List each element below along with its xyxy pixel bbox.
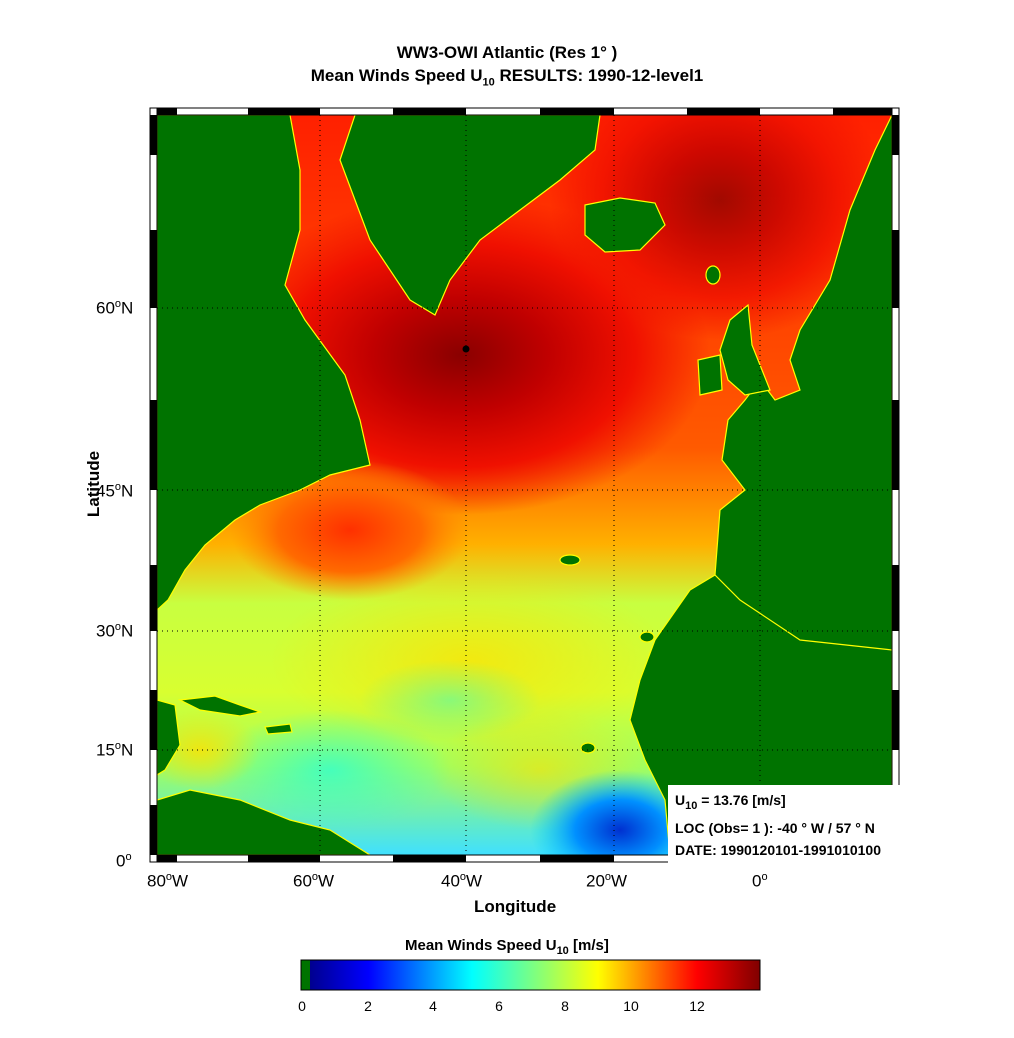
- subtitle-subscript: 10: [482, 76, 495, 89]
- value-readout: U10 = 13.76 [m/s]: [675, 792, 786, 812]
- greenland: [339, 115, 601, 316]
- colorbar-label: Mean Winds Speed U10 [m/s]: [405, 937, 609, 957]
- iceland: [584, 197, 666, 253]
- lat-tick-60: 60oN: [96, 298, 134, 318]
- colorbar-tick: 0: [298, 998, 306, 1014]
- colorbar-tick: 10: [623, 998, 639, 1014]
- cape-verde: [580, 742, 596, 754]
- subtitle-suffix: RESULTS: 1990-12-level1: [494, 66, 704, 85]
- south-america: [157, 789, 372, 855]
- colorbar-tick: 8: [561, 998, 569, 1014]
- subtitle-prefix: Mean Winds Speed U: [310, 66, 483, 85]
- north-america: [157, 115, 371, 611]
- map-subtitle: Mean Winds Speed U10 RESULTS: 1990-12-le…: [0, 66, 1014, 88]
- central-america: [157, 699, 181, 776]
- lon-tick-20w: 20oW: [586, 871, 628, 891]
- location-readout: LOC (Obs= 1 ): -40 ° W / 57 ° N: [675, 820, 875, 836]
- lat-tick-45: 45oN: [96, 481, 134, 501]
- cuba: [177, 695, 263, 717]
- lon-tick-60w: 60oW: [293, 871, 335, 891]
- location-marker: [462, 345, 470, 353]
- lon-tick-0: 0o: [752, 871, 768, 891]
- hispaniola: [264, 723, 293, 735]
- azores: [559, 554, 581, 566]
- colorbar-tick: 4: [429, 998, 437, 1014]
- colorbar-tick: 12: [689, 998, 705, 1014]
- date-readout: DATE: 1990120101-1991010100: [675, 842, 882, 858]
- lat-tick-0: 0o: [116, 851, 132, 871]
- lon-tick-40w: 40oW: [441, 871, 483, 891]
- british-isles: [719, 303, 771, 396]
- map-title: WW3-OWI Atlantic (Res 1° ): [396, 43, 618, 62]
- gridlines: [157, 115, 892, 855]
- x-axis-label: Longitude: [474, 897, 557, 916]
- y-axis-label: Latitude: [84, 450, 103, 518]
- lon-tick-80w: 80oW: [147, 871, 189, 891]
- faroe-islands: [705, 265, 721, 285]
- lat-tick-15: 15oN: [96, 740, 134, 760]
- colorbar: [300, 959, 761, 991]
- madeira: [639, 631, 655, 643]
- ireland: [697, 354, 723, 396]
- map-frame: [149, 107, 900, 863]
- colorbar-tick: 6: [495, 998, 503, 1014]
- colorbar-tick: 2: [364, 998, 372, 1014]
- colorbar-gradient: [310, 960, 760, 990]
- lat-tick-30: 30oN: [96, 621, 134, 641]
- info-box: [668, 785, 928, 865]
